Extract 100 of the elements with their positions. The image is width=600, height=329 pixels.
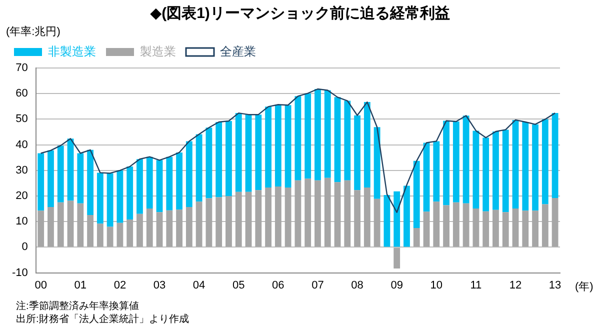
x-tick-label: 07 (312, 279, 324, 292)
bar (196, 202, 202, 247)
bar (502, 212, 509, 247)
bar (314, 180, 321, 247)
bar (324, 90, 331, 178)
bar (364, 102, 370, 188)
bar (294, 96, 302, 180)
bar (433, 141, 440, 202)
bar (512, 120, 519, 209)
x-tick-label: 08 (351, 279, 364, 292)
bar (334, 97, 341, 182)
bar (67, 138, 74, 201)
bar (472, 130, 480, 209)
bar (265, 188, 272, 247)
text: 注:季節調整済み年率換算値 (16, 300, 140, 313)
bar (87, 214, 94, 247)
bar (384, 194, 390, 247)
bar (57, 146, 64, 202)
bar (552, 198, 558, 247)
bar (116, 222, 124, 247)
bar (344, 180, 351, 247)
y-tick-label: 20 (16, 190, 28, 202)
bar (38, 210, 44, 247)
bar (226, 120, 232, 196)
bar (126, 220, 134, 247)
bar (492, 210, 499, 247)
bar (344, 100, 351, 180)
bar (48, 207, 54, 247)
bar (334, 182, 341, 247)
bar (77, 153, 84, 204)
bar (423, 212, 430, 247)
bar (274, 104, 282, 187)
bar (245, 114, 252, 192)
bar (186, 141, 192, 208)
bar (136, 214, 143, 247)
bar (206, 128, 212, 198)
bar (206, 198, 212, 247)
bar (96, 172, 104, 224)
bar (284, 105, 292, 188)
bar (136, 159, 143, 214)
bar (443, 120, 450, 206)
bar (472, 208, 480, 247)
bar (394, 191, 400, 247)
bar (394, 248, 400, 268)
chart-title: ◆(図表1)リーマンショック前に迫る経常利益 (149, 4, 451, 23)
bar (146, 208, 153, 247)
bar (126, 166, 134, 220)
x-tick-label: 13 (548, 279, 562, 292)
y-tick-label: -10 (12, 266, 28, 279)
bar (354, 115, 360, 190)
bar (462, 203, 470, 247)
bar (196, 134, 202, 202)
bar (482, 138, 490, 212)
x-tick-label: 01 (74, 279, 87, 292)
legend-label: 全産業 (220, 44, 256, 58)
y-tick-label: 30 (16, 164, 28, 176)
bar (106, 173, 114, 227)
y-tick-label: 0 (22, 241, 28, 254)
bar (482, 211, 490, 247)
x-tick-label: 02 (114, 279, 126, 292)
bar (492, 131, 499, 210)
bar (67, 200, 74, 247)
bar (413, 160, 420, 228)
bar (314, 88, 321, 180)
bar (423, 142, 430, 212)
bar (255, 114, 262, 190)
bar (235, 113, 242, 192)
bar (57, 202, 64, 247)
x-tick-label: 09 (390, 279, 403, 292)
bar (532, 124, 538, 211)
bar (156, 160, 163, 212)
bar (38, 153, 44, 211)
y-axis-title: (年率:兆円) (6, 24, 60, 39)
bar (156, 212, 163, 247)
bar (364, 188, 370, 247)
bar (176, 152, 182, 210)
bar (304, 178, 312, 247)
bar (413, 228, 420, 247)
bar (274, 186, 282, 247)
bar (216, 122, 222, 198)
bar (265, 106, 272, 188)
legend-label: 製造業 (140, 44, 176, 58)
bar (146, 156, 153, 209)
y-tick-label: 10 (16, 216, 28, 228)
bar (186, 207, 192, 247)
bar (216, 197, 222, 247)
bar (106, 226, 114, 247)
bar (522, 122, 529, 211)
y-tick-label: 70 (16, 62, 28, 74)
bar (522, 210, 529, 247)
bar (502, 130, 509, 212)
text: 出所:財務省「法人企業統計」より作成 (16, 313, 189, 326)
bar (374, 127, 380, 199)
bar (235, 192, 242, 247)
bar (532, 210, 538, 247)
bar (404, 186, 410, 247)
bar (77, 203, 84, 247)
bar (226, 196, 232, 247)
bar (284, 188, 292, 247)
bar (443, 205, 450, 247)
